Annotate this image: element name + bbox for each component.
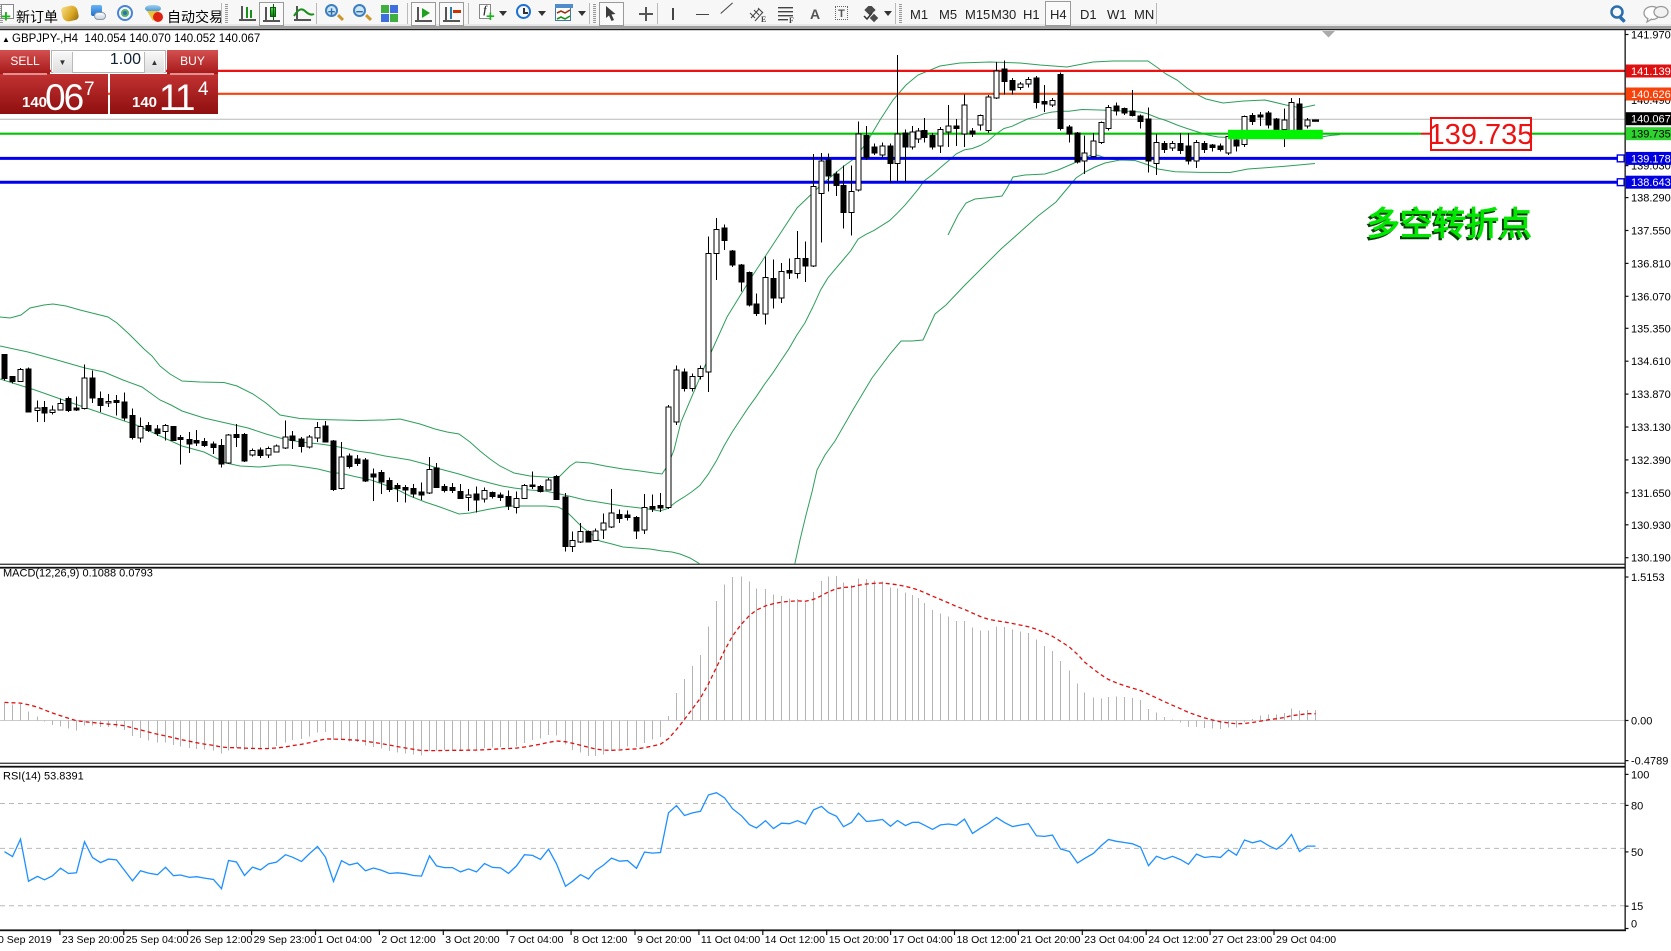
svg-text:134.610: 134.610 bbox=[1631, 356, 1671, 368]
svg-text:0: 0 bbox=[1631, 919, 1637, 931]
svg-text:137.550: 137.550 bbox=[1631, 226, 1671, 238]
svg-text:50: 50 bbox=[1631, 847, 1643, 859]
svg-text:17 Oct 04:00: 17 Oct 04:00 bbox=[893, 934, 953, 946]
svg-text:139.178: 139.178 bbox=[1631, 153, 1671, 165]
svg-text:1.5153: 1.5153 bbox=[1631, 572, 1665, 584]
svg-text:140.626: 140.626 bbox=[1631, 89, 1671, 101]
svg-text:21 Oct 20:00: 21 Oct 20:00 bbox=[1020, 934, 1080, 946]
svg-text:0 Sep 2019: 0 Sep 2019 bbox=[0, 934, 52, 946]
svg-text:14 Oct 12:00: 14 Oct 12:00 bbox=[765, 934, 825, 946]
svg-text:-0.4789: -0.4789 bbox=[1631, 756, 1668, 768]
svg-text:132.390: 132.390 bbox=[1631, 455, 1671, 467]
svg-text:18 Oct 12:00: 18 Oct 12:00 bbox=[957, 934, 1017, 946]
svg-text:131.650: 131.650 bbox=[1631, 488, 1671, 500]
svg-text:138.643: 138.643 bbox=[1631, 177, 1671, 189]
svg-text:MACD(12,26,9) 0.1088 0.0793: MACD(12,26,9) 0.1088 0.0793 bbox=[3, 568, 153, 580]
svg-text:F: F bbox=[789, 16, 794, 23]
svg-text:8 Oct 12:00: 8 Oct 12:00 bbox=[573, 934, 627, 946]
svg-text:27 Oct 23:00: 27 Oct 23:00 bbox=[1212, 934, 1272, 946]
svg-text:133.870: 133.870 bbox=[1631, 389, 1671, 401]
svg-text:136.070: 136.070 bbox=[1631, 291, 1671, 303]
svg-text:25 Sep 04:00: 25 Sep 04:00 bbox=[126, 934, 189, 946]
svg-text:7 Oct 04:00: 7 Oct 04:00 bbox=[509, 934, 563, 946]
svg-text:多空转折点: 多空转折点 bbox=[1365, 207, 1530, 244]
svg-text:15 Oct 20:00: 15 Oct 20:00 bbox=[829, 934, 889, 946]
svg-text:138.290: 138.290 bbox=[1631, 193, 1671, 205]
svg-text:23 Sep 20:00: 23 Sep 20:00 bbox=[62, 934, 125, 946]
svg-text:E: E bbox=[761, 15, 766, 23]
svg-text:139.735: 139.735 bbox=[1631, 129, 1671, 141]
svg-text:29 Sep 23:00: 29 Sep 23:00 bbox=[254, 934, 317, 946]
svg-text:133.130: 133.130 bbox=[1631, 422, 1671, 434]
svg-text:多空转折点: 多空转折点 bbox=[1367, 205, 1532, 242]
svg-text:15: 15 bbox=[1631, 901, 1643, 913]
svg-text:29 Oct 04:00: 29 Oct 04:00 bbox=[1276, 934, 1336, 946]
svg-text:136.810: 136.810 bbox=[1631, 258, 1671, 270]
svg-text:24 Oct 12:00: 24 Oct 12:00 bbox=[1148, 934, 1208, 946]
svg-text:141.970: 141.970 bbox=[1631, 30, 1671, 42]
svg-text:26 Sep 12:00: 26 Sep 12:00 bbox=[190, 934, 253, 946]
svg-text:0.00: 0.00 bbox=[1631, 716, 1652, 728]
svg-text:23 Oct 04:00: 23 Oct 04:00 bbox=[1084, 934, 1144, 946]
svg-text:139.735: 139.735 bbox=[1429, 119, 1534, 151]
svg-text:130.930: 130.930 bbox=[1631, 520, 1671, 532]
svg-text:RSI(14) 53.8391: RSI(14) 53.8391 bbox=[3, 771, 84, 783]
svg-text:1 Oct 04:00: 1 Oct 04:00 bbox=[318, 934, 372, 946]
svg-text:3 Oct 20:00: 3 Oct 20:00 bbox=[445, 934, 499, 946]
svg-text:141.139: 141.139 bbox=[1631, 66, 1671, 78]
svg-text:80: 80 bbox=[1631, 800, 1643, 812]
svg-text:9 Oct 20:00: 9 Oct 20:00 bbox=[637, 934, 691, 946]
svg-text:130.190: 130.190 bbox=[1631, 553, 1671, 565]
svg-text:100: 100 bbox=[1631, 769, 1649, 781]
svg-text:11 Oct 04:00: 11 Oct 04:00 bbox=[701, 934, 761, 946]
svg-text:135.350: 135.350 bbox=[1631, 323, 1671, 335]
svg-text:140.067: 140.067 bbox=[1631, 114, 1671, 126]
svg-text:2 Oct 12:00: 2 Oct 12:00 bbox=[381, 934, 435, 946]
